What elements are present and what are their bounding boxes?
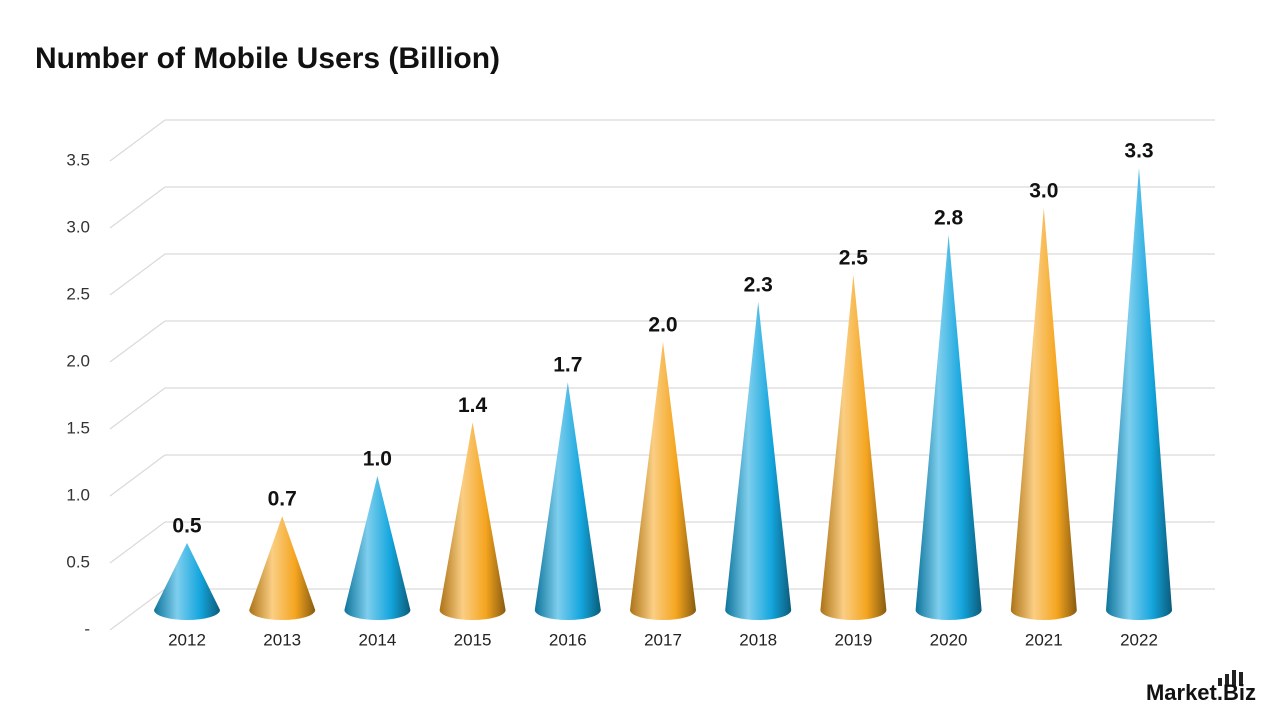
grid-line xyxy=(109,119,166,162)
cone xyxy=(1010,208,1077,620)
y-tick-label: 3.5 xyxy=(66,150,90,169)
grid-line xyxy=(109,588,166,631)
x-tick-label: 2014 xyxy=(358,630,396,649)
chart-title: Number of Mobile Users (Billion) xyxy=(35,42,500,75)
cone xyxy=(154,543,220,620)
cone xyxy=(725,301,792,620)
x-tick-label: 2012 xyxy=(168,630,206,649)
y-tick-label: - xyxy=(84,619,90,638)
grid-line xyxy=(109,454,166,497)
cone xyxy=(1106,167,1172,621)
y-tick-label: 1.5 xyxy=(66,418,90,437)
data-label: 3.0 xyxy=(1029,180,1058,203)
y-tick-label: 2.0 xyxy=(66,351,90,370)
y-tick-label: 1.0 xyxy=(66,485,90,504)
cone xyxy=(534,382,601,620)
x-tick-label: 2016 xyxy=(549,630,587,649)
data-label: 2.0 xyxy=(648,314,677,337)
x-tick-label: 2021 xyxy=(1025,630,1063,649)
data-label: 1.0 xyxy=(363,448,392,471)
cone xyxy=(820,275,887,620)
grid-line xyxy=(109,186,166,229)
logo-icon xyxy=(1218,670,1243,686)
data-label: 2.8 xyxy=(934,206,964,229)
x-tick-label: 2020 xyxy=(930,630,968,649)
source-logo: Market.Biz xyxy=(1146,680,1256,705)
x-tick-label: 2013 xyxy=(263,630,301,649)
cone xyxy=(915,234,982,621)
cone xyxy=(249,516,316,620)
data-label: 2.5 xyxy=(839,247,869,270)
x-tick-label: 2015 xyxy=(454,630,492,649)
data-label: 1.7 xyxy=(553,354,582,377)
grid-line xyxy=(109,387,166,430)
x-tick-label: 2017 xyxy=(644,630,682,649)
cone xyxy=(344,476,411,620)
data-label: 0.7 xyxy=(268,488,297,511)
cone xyxy=(439,422,506,620)
data-label: 0.5 xyxy=(172,515,202,538)
grid-line xyxy=(109,320,166,363)
x-tick-label: 2022 xyxy=(1120,630,1158,649)
x-tick-label: 2019 xyxy=(834,630,872,649)
data-label: 3.3 xyxy=(1124,139,1153,162)
y-tick-label: 2.5 xyxy=(66,284,90,303)
grid-line xyxy=(109,253,166,296)
grid-line xyxy=(109,521,166,564)
y-tick-label: 0.5 xyxy=(66,552,90,571)
data-label: 2.3 xyxy=(744,273,773,296)
data-label: 1.4 xyxy=(458,394,488,417)
y-tick-label: 3.0 xyxy=(66,217,90,236)
x-tick-label: 2018 xyxy=(739,630,777,649)
cone xyxy=(630,342,696,620)
